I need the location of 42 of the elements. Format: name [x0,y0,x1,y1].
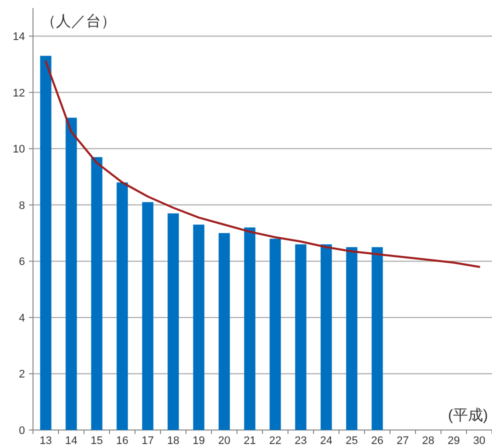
y-tick-label: 4 [18,312,25,324]
x-tick-label: 13 [40,435,52,446]
x-axis-title: (平成) [448,407,488,424]
bar [40,56,52,430]
bar [320,244,332,430]
bar [66,118,77,430]
x-tick-label: 14 [65,435,78,446]
x-tick-label: 30 [473,435,486,446]
x-tick-label: 23 [294,435,307,446]
y-tick-label: 14 [12,31,25,44]
bar [244,227,256,430]
y-tick-label: 6 [18,256,25,268]
bar [142,202,154,430]
bar [218,233,230,430]
bar [168,213,179,430]
x-tick-label: 15 [90,435,103,446]
x-tick-label: 19 [192,435,205,446]
y-tick-label: 2 [18,368,25,381]
bar [295,244,306,430]
x-tick-label: 29 [448,435,460,446]
x-tick-label: 25 [346,435,358,446]
x-tick-label: 17 [142,435,154,446]
y-tick-label: 10 [12,144,25,156]
y-tick-label: 0 [18,425,25,437]
y-tick-label: 12 [12,87,25,100]
y-axis-title: （人／台） [41,13,116,30]
x-tick-label: 27 [396,435,409,446]
x-tick-label: 21 [244,435,256,446]
x-tick-label: 16 [116,435,128,446]
bar [193,224,204,430]
x-tick-label: 20 [218,435,230,446]
x-tick-label: 22 [269,435,282,446]
bar [91,157,102,430]
x-tick-label: 28 [422,435,434,446]
x-tick-label: 18 [167,435,180,446]
x-tick-label: 24 [320,435,332,446]
bar [270,238,281,430]
y-tick-label: 8 [18,200,25,212]
bar [372,247,383,430]
x-tick-label: 26 [371,435,384,446]
bar [346,247,358,430]
bar [116,182,128,430]
